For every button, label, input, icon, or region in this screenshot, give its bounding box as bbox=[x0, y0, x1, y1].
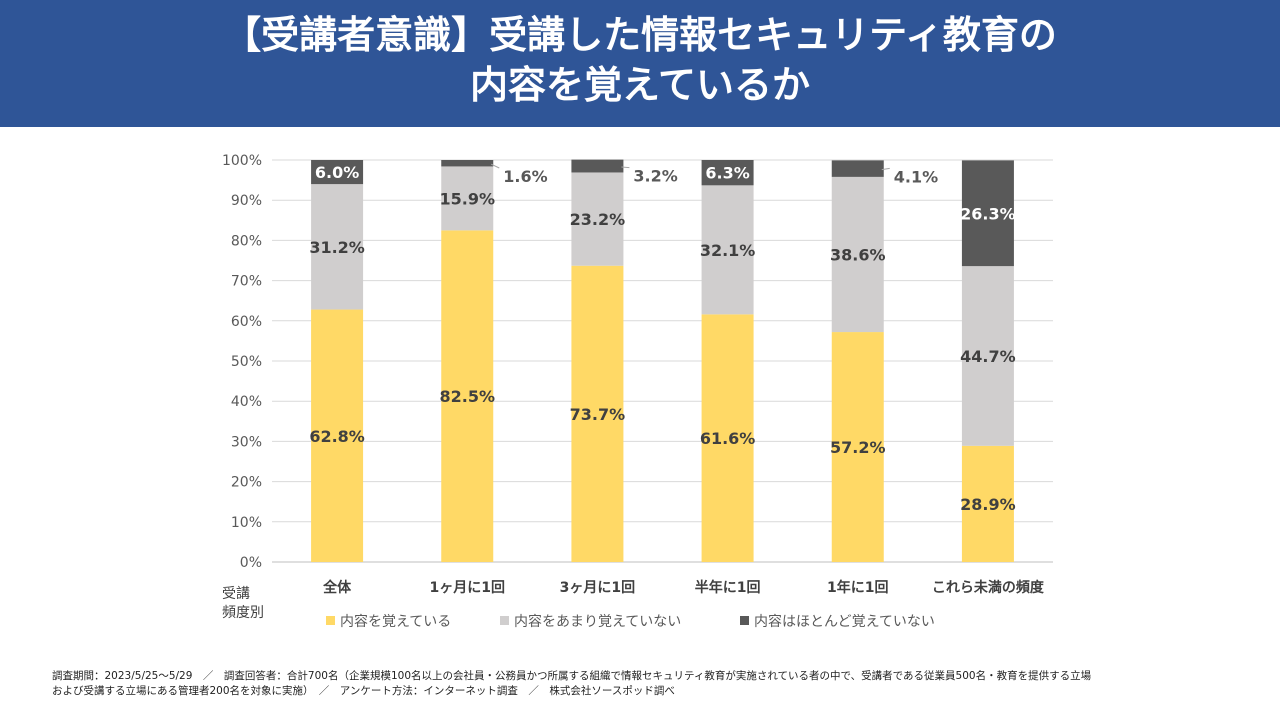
y-tick-label: 30% bbox=[231, 434, 262, 450]
data-label: 61.6% bbox=[700, 429, 756, 448]
bar-segment bbox=[961, 266, 1014, 446]
data-label: 15.9% bbox=[439, 189, 495, 208]
y-tick-label: 70% bbox=[231, 274, 262, 290]
title-banner: 【受講者意識】受講した情報セキュリティ教育の 内容を覚えているか bbox=[0, 0, 1280, 127]
bar-segment bbox=[701, 160, 754, 186]
data-label: 44.7% bbox=[960, 347, 1016, 366]
y-tick-label: 60% bbox=[231, 314, 262, 330]
bar-segment bbox=[701, 185, 754, 315]
data-label: 4.1% bbox=[894, 167, 938, 186]
footer-line-2: および受講する立場にある管理者200名を対象に実施） ／ アンケート方法：インタ… bbox=[52, 685, 675, 697]
data-label: 1.6% bbox=[503, 167, 547, 186]
data-label: 32.1% bbox=[700, 241, 756, 260]
data-label: 3.2% bbox=[633, 167, 677, 186]
bar-segment bbox=[831, 332, 884, 562]
data-label: 57.2% bbox=[830, 438, 886, 457]
bar-segment bbox=[311, 184, 364, 310]
bar-segment bbox=[961, 160, 1014, 267]
category-label: これら未満の頻度 bbox=[932, 579, 1045, 596]
footer-note: 調査期間：2023/5/25〜5/29 ／ 調査回答者：合計700名（企業規模1… bbox=[52, 669, 1242, 699]
y-tick-label: 20% bbox=[231, 475, 262, 491]
data-label: 28.9% bbox=[960, 495, 1016, 514]
bar-segment bbox=[831, 176, 884, 333]
footer-line-1: 調査期間：2023/5/25〜5/29 ／ 調査回答者：合計700名（企業規模1… bbox=[52, 670, 1092, 682]
stacked-bar-chart: 0% 10% 20% 30% 40% 50% 60% 70% 80% 90% 100% 62.8% 3… bbox=[222, 153, 1053, 630]
category-label: 1ヶ月に1回 bbox=[430, 580, 505, 596]
legend-label: 内容はほとんど覚えていない bbox=[754, 613, 935, 630]
y-tick-label: 0% bbox=[240, 555, 262, 571]
data-label: 6.0% bbox=[315, 163, 359, 182]
legend-item: 内容を覚えている bbox=[326, 613, 451, 630]
legend-label: 内容を覚えている bbox=[340, 613, 451, 630]
bar-segment bbox=[571, 265, 624, 562]
legend-swatch bbox=[740, 616, 749, 625]
leader-line bbox=[491, 163, 500, 169]
data-label: 82.5% bbox=[439, 387, 495, 406]
category-label: 半年に1回 bbox=[695, 579, 761, 596]
bar-segment bbox=[701, 314, 754, 562]
bar-segment bbox=[571, 159, 624, 173]
legend-item: 内容をあまり覚えていない bbox=[500, 613, 681, 630]
legend-swatch bbox=[500, 616, 509, 625]
leader-line bbox=[881, 167, 890, 171]
y-tick-label: 80% bbox=[231, 233, 262, 249]
bar-segment bbox=[831, 160, 884, 177]
category-label: 1年に1回 bbox=[827, 579, 888, 596]
y-tick-label: 50% bbox=[231, 354, 262, 370]
data-label: 62.8% bbox=[309, 427, 365, 446]
bar-segment bbox=[441, 160, 494, 167]
data-label: 6.3% bbox=[705, 164, 749, 183]
data-label: 38.6% bbox=[830, 245, 886, 264]
bar-segment bbox=[571, 172, 624, 266]
title-line-2: 内容を覚えているか bbox=[469, 63, 811, 107]
x-axis-name-line-1: 受講 bbox=[222, 586, 250, 602]
legend-item: 内容はほとんど覚えていない bbox=[740, 613, 935, 630]
bar-segment bbox=[441, 230, 494, 562]
legend-swatch bbox=[326, 616, 335, 625]
legend-label: 内容をあまり覚えていない bbox=[514, 613, 681, 630]
bar-segment bbox=[961, 445, 1014, 562]
data-label: 31.2% bbox=[309, 238, 365, 257]
x-axis-name-line-2: 頻度別 bbox=[222, 605, 264, 621]
data-label: 73.7% bbox=[570, 405, 626, 424]
bar-segment bbox=[441, 166, 494, 231]
y-tick-label: 40% bbox=[231, 394, 262, 410]
category-label: 全体 bbox=[322, 579, 352, 596]
data-label: 23.2% bbox=[570, 210, 626, 229]
y-tick-label: 100% bbox=[222, 153, 262, 169]
title-line-1: 【受講者意識】受講した情報セキュリティ教育の bbox=[223, 13, 1057, 57]
leader-line bbox=[621, 166, 630, 169]
data-label: 26.3% bbox=[960, 204, 1016, 223]
y-tick-label: 90% bbox=[231, 193, 262, 209]
bar-segment bbox=[311, 160, 364, 185]
bar-segment bbox=[311, 309, 364, 562]
y-tick-label: 10% bbox=[231, 515, 262, 531]
category-label: 3ヶ月に1回 bbox=[560, 580, 635, 596]
